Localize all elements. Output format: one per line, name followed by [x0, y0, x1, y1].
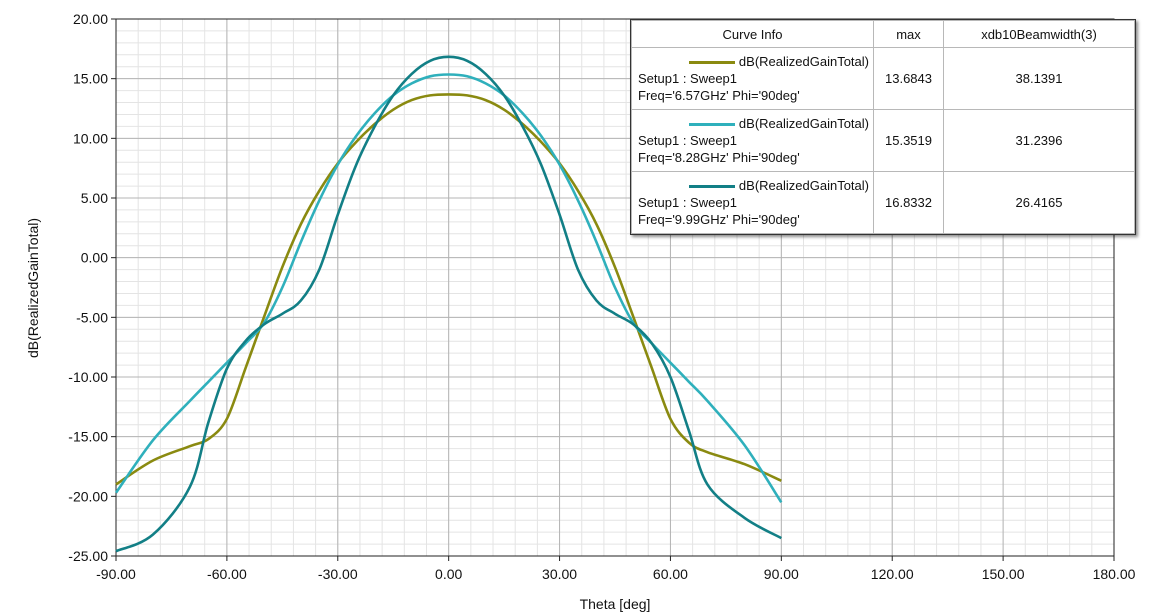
- header-curve-info[interactable]: Curve Info: [631, 20, 874, 48]
- x-tick-label: 150.00: [982, 566, 1025, 582]
- curve-info-table: Curve Info max xdb10Beamwidth(3) dB(Real…: [630, 19, 1136, 235]
- x-tick-label: 180.00: [1093, 566, 1136, 582]
- beamwidth-value: 26.4165: [943, 171, 1135, 234]
- legend-swatch-2: [688, 123, 735, 127]
- header-beamwidth[interactable]: xdb10Beamwidth(3): [943, 20, 1135, 48]
- series-line-1[interactable]: [115, 93, 782, 486]
- curve-setup: Setup1 : Sweep1: [638, 195, 738, 210]
- legend-row-1[interactable]: dB(RealizedGainTotal) Setup1 : Sweep1 Fr…: [631, 47, 1135, 110]
- series-layer: [114, 55, 783, 553]
- max-value: 13.6843: [873, 47, 944, 110]
- y-tick-label: -25.00: [68, 548, 108, 564]
- x-axis-label: Theta [deg]: [580, 596, 651, 612]
- y-tick-label: 20.00: [73, 11, 108, 27]
- x-tick-labels: -90.00 -60.00 -30.00 0.00 30.00 60.00 90.00 120…: [96, 556, 1136, 582]
- y-tick-label: -15.00: [68, 429, 108, 445]
- curve-params: Freq='9.99GHz' Phi='90deg': [638, 212, 800, 227]
- beamwidth-value: 38.1391: [943, 47, 1135, 110]
- y-tick-label: 5.00: [81, 190, 108, 206]
- y-tick-label: 0.00: [81, 250, 108, 266]
- curve-name: dB(RealizedGainTotal): [738, 54, 869, 69]
- x-tick-label: -60.00: [207, 566, 247, 582]
- x-tick-label: 90.00: [764, 566, 799, 582]
- header-max[interactable]: max: [873, 20, 944, 48]
- legend-row-2[interactable]: dB(RealizedGainTotal) Setup1 : Sweep1 Fr…: [631, 109, 1135, 172]
- curve-info-cell: dB(RealizedGainTotal) Setup1 : Sweep1 Fr…: [631, 171, 874, 234]
- y-axis-label: dB(RealizedGainTotal): [25, 218, 41, 358]
- curve-setup: Setup1 : Sweep1: [638, 71, 738, 86]
- y-tick-label: -10.00: [68, 369, 108, 385]
- curve-info-cell: dB(RealizedGainTotal) Setup1 : Sweep1 Fr…: [631, 109, 874, 172]
- curve-setup: Setup1 : Sweep1: [638, 133, 738, 148]
- x-tick-label: 60.00: [653, 566, 688, 582]
- curve-params: Freq='6.57GHz' Phi='90deg': [638, 88, 800, 103]
- max-value: 15.3519: [873, 109, 944, 172]
- curve-info-cell: dB(RealizedGainTotal) Setup1 : Sweep1 Fr…: [631, 47, 874, 110]
- curve-params: Freq='8.28GHz' Phi='90deg': [638, 150, 800, 165]
- legend-row-3[interactable]: dB(RealizedGainTotal) Setup1 : Sweep1 Fr…: [631, 171, 1135, 234]
- y-tick-label: -5.00: [76, 309, 108, 325]
- beamwidth-value: 31.2396: [943, 109, 1135, 172]
- y-tick-labels: 20.00 15.00 10.00 5.00 0.00 -5.00 -10.00 -15.00…: [68, 11, 116, 564]
- legend-swatch-3: [688, 185, 735, 189]
- x-tick-label: -30.00: [318, 566, 358, 582]
- series-line-3[interactable]: [115, 55, 782, 553]
- x-tick-label: 30.00: [542, 566, 577, 582]
- x-tick-label: 120.00: [871, 566, 914, 582]
- y-tick-label: -20.00: [68, 488, 108, 504]
- x-tick-label: -90.00: [96, 566, 136, 582]
- y-tick-label: 10.00: [73, 130, 108, 146]
- curve-name: dB(RealizedGainTotal): [738, 116, 869, 131]
- x-tick-label: 0.00: [435, 566, 462, 582]
- y-tick-label: 15.00: [73, 71, 108, 87]
- plot-frame: [115, 18, 1115, 557]
- max-value: 16.8332: [873, 171, 944, 234]
- curve-name: dB(RealizedGainTotal): [738, 178, 869, 193]
- legend-swatch-1: [688, 61, 735, 65]
